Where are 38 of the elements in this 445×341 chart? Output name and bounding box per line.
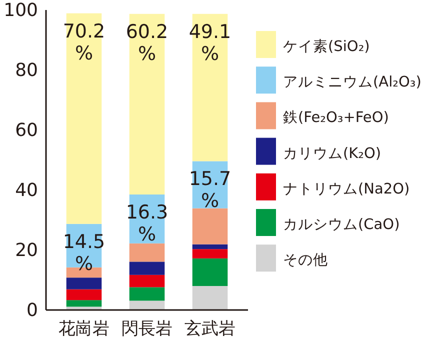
bar	[192, 249, 228, 258]
x-tick-label: 玄武岩	[184, 319, 236, 340]
legend-label: 鉄(Fe₂O₃+FeO)	[283, 109, 389, 126]
legend-label: ケイ素(SiO₂)	[283, 38, 370, 55]
bar	[66, 300, 102, 307]
bar	[66, 289, 102, 300]
data-label: 70.2%	[62, 20, 106, 64]
y-tick-label: 0	[26, 300, 38, 321]
bar	[66, 306, 102, 310]
y-tick-label: 20	[15, 240, 38, 261]
bar	[192, 208, 228, 244]
bar	[129, 300, 165, 310]
data-label: 14.5%	[62, 230, 106, 275]
legend-label: カリウム(K₂O)	[283, 146, 382, 162]
bar	[129, 14, 165, 194]
legend-label: ナトリウム(Na2O)	[283, 181, 410, 198]
bar	[129, 274, 165, 288]
y-tick-label: 60	[15, 120, 38, 141]
bar	[66, 13, 102, 224]
bar	[129, 287, 165, 301]
y-tick-label: 100	[4, 0, 38, 21]
bar	[192, 244, 228, 250]
bar	[192, 286, 228, 310]
x-tick-label: 閃長岩	[122, 319, 172, 340]
data-label: 60.2%	[126, 20, 168, 65]
legend-label: その他	[283, 252, 328, 269]
data-label: 16.3%	[126, 202, 168, 246]
y-tick-label: 80	[15, 60, 38, 81]
legend-label: アルミニウム(Al₂O₃)	[283, 74, 422, 91]
bar	[129, 262, 165, 275]
x-tick-label: 花崗岩	[58, 319, 110, 340]
bar	[129, 243, 165, 262]
data-label: 15.7%	[188, 168, 232, 212]
bar	[66, 278, 102, 290]
legend-label: カルシウム(CaO)	[283, 217, 400, 233]
bar	[192, 258, 228, 286]
data-label: 49.1%	[188, 20, 232, 65]
y-tick-label: 40	[15, 180, 38, 201]
